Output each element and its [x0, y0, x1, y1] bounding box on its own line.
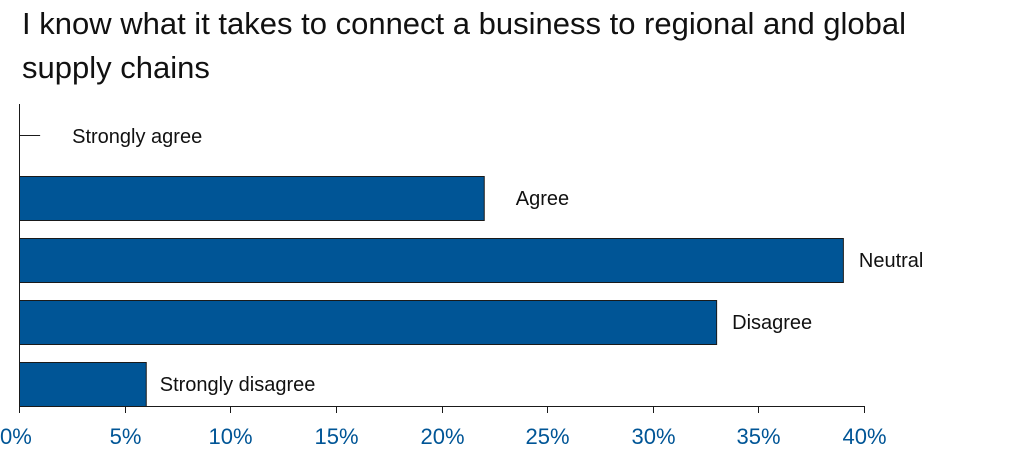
x-tick-label-0: 0%	[0, 424, 32, 449]
category-label-neutral: Neutral	[859, 250, 923, 272]
x-tick-label-5: 25%	[525, 424, 569, 449]
bar-strongly-disagree	[19, 362, 147, 407]
category-label-disagree: Disagree	[732, 312, 812, 334]
chart-title: I know what it takes to connect a busine…	[22, 6, 907, 85]
x-tick-label-6: 30%	[631, 424, 675, 449]
bar-disagree	[19, 300, 718, 345]
category-labels-group: Strongly agree Agree Neutral Disagree Strong…	[72, 126, 923, 396]
x-axis-ticks-group: 0% 5% 10% 15% 20% 25% 30% 35% 40%	[0, 406, 887, 449]
bar-agree	[19, 176, 485, 221]
category-label-agree: Agree	[516, 188, 569, 210]
x-tick-label-4: 20%	[420, 424, 464, 449]
category-label-strongly-agree: Strongly agree	[72, 126, 202, 148]
x-tick-label-1: 5%	[110, 424, 142, 449]
x-tick-label-3: 15%	[314, 424, 358, 449]
bars-group	[19, 135, 844, 407]
x-tick-label-7: 35%	[736, 424, 780, 449]
bar-neutral	[19, 238, 844, 283]
category-label-strongly-disagree: Strongly disagree	[160, 374, 316, 396]
x-tick-label-2: 10%	[208, 424, 252, 449]
x-tick-label-8: 40%	[842, 424, 886, 449]
